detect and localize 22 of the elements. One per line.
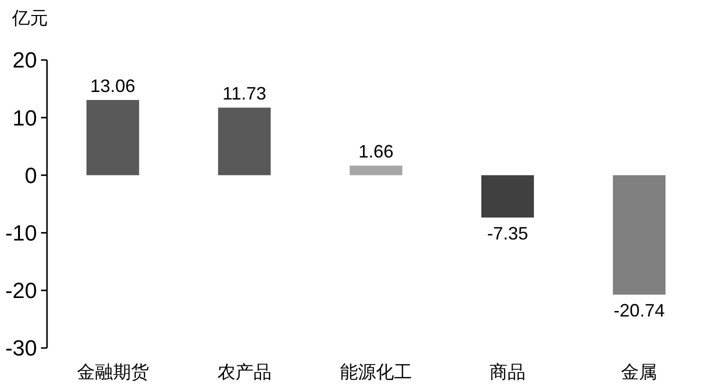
- data-label: -7.35: [487, 224, 528, 244]
- y-tick-label: 10: [12, 105, 37, 130]
- y-axis-title: 亿元: [11, 8, 48, 28]
- bar: [218, 108, 271, 176]
- y-tick-label: 0: [24, 162, 37, 188]
- bar: [481, 175, 534, 218]
- y-tick-label: -10: [5, 220, 37, 246]
- data-label: 1.66: [358, 142, 394, 162]
- data-label: 11.73: [222, 84, 266, 104]
- x-tick-label: 商品: [490, 362, 526, 382]
- bar: [86, 100, 140, 176]
- data-label: 13.06: [90, 76, 136, 96]
- y-tick-label: -20: [5, 278, 37, 304]
- x-tick-label: 农产品: [217, 362, 272, 382]
- y-tick-label: 20: [12, 48, 37, 73]
- x-tick-label: 能源化工: [340, 362, 412, 382]
- data-label: -20.74: [614, 300, 665, 321]
- bar: [350, 166, 402, 176]
- x-tick-label: 金融期货: [76, 362, 149, 382]
- y-tick-label: -30: [5, 336, 37, 361]
- bar: [612, 175, 666, 295]
- x-tick-label: 金属: [621, 362, 658, 382]
